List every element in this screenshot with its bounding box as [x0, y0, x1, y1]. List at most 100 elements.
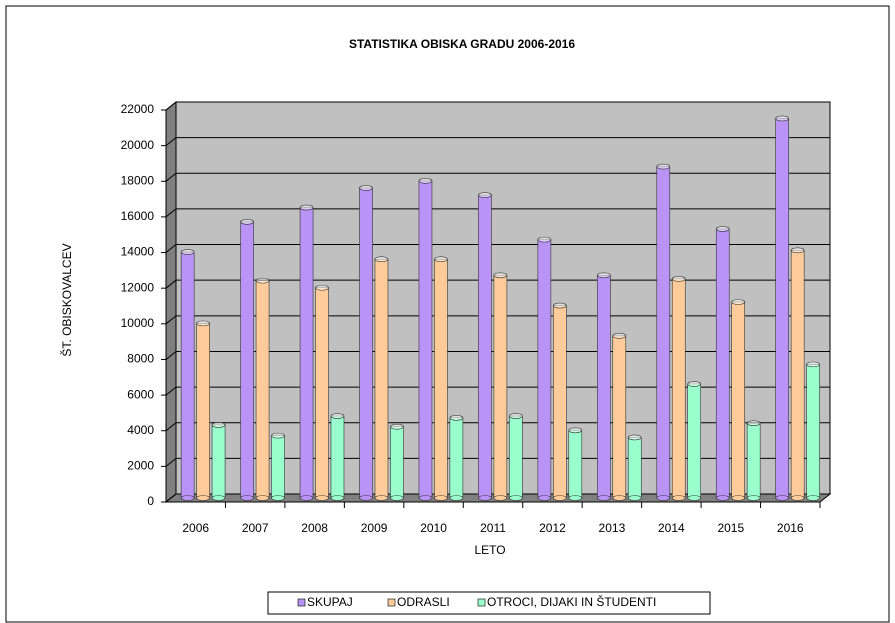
bar-top: [656, 163, 671, 170]
bar-bottom: [359, 495, 373, 501]
bar-body: [271, 435, 285, 499]
bar: [775, 115, 789, 501]
bar: [671, 276, 686, 501]
bar-bottom: [656, 495, 671, 501]
grid-line: [165, 208, 830, 218]
bar: [687, 381, 702, 501]
bar-top: [299, 204, 314, 211]
x-tick-label: 2016: [777, 521, 804, 535]
bar-body: [359, 187, 373, 499]
bar-body: [537, 239, 552, 499]
y-tick-label: 10000: [121, 316, 155, 330]
bar-bottom: [493, 495, 508, 501]
bar-top: [568, 427, 583, 434]
bar-body: [597, 274, 611, 499]
bar: [790, 247, 805, 501]
bar-bottom: [271, 495, 285, 501]
bar-top: [390, 423, 404, 430]
bar: [478, 192, 492, 501]
legend-label: ODRASLI: [397, 595, 450, 609]
bar-top: [553, 302, 567, 309]
bar-top: [330, 413, 345, 419]
bar-body: [775, 118, 789, 499]
bar: [627, 434, 642, 501]
bar: [731, 299, 745, 501]
bar-body: [299, 207, 314, 499]
bar-bottom: [627, 495, 642, 501]
bar-top: [597, 272, 611, 279]
bar-body: [330, 415, 345, 499]
bar-body: [715, 228, 730, 499]
bar: [180, 249, 195, 501]
bar-top: [627, 434, 642, 441]
bar: [746, 420, 761, 501]
x-tick-label: 2006: [182, 521, 209, 535]
bar-top: [612, 333, 627, 339]
bar: [493, 272, 508, 501]
bar-bottom: [478, 495, 492, 501]
bar-top: [418, 178, 433, 184]
bar-body: [434, 258, 448, 499]
bar-top: [731, 299, 745, 305]
bar: [612, 333, 627, 501]
bar-body: [255, 280, 270, 499]
x-tick-label: 2009: [361, 521, 388, 535]
y-tick-label: 2000: [127, 459, 154, 473]
bar: [211, 422, 226, 501]
grid-line: [165, 244, 830, 253]
y-tick-label: 18000: [121, 173, 155, 187]
bar: [568, 427, 583, 501]
bar: [537, 236, 552, 501]
bar: [240, 219, 254, 501]
legend-label: OTROCI, DIJAKI IN ŠTUDENTI: [487, 594, 656, 609]
bar-body: [687, 383, 702, 499]
x-tick-label: 2010: [420, 521, 447, 535]
bar-top: [315, 284, 329, 291]
chart-title: STATISTIKA OBISKA GRADU 2006-2016: [349, 37, 575, 51]
legend-swatch: [387, 598, 396, 607]
x-tick-label: 2012: [539, 521, 566, 535]
bar-body: [418, 180, 433, 499]
bar-bottom: [715, 495, 730, 501]
bar-bottom: [255, 495, 270, 501]
bar-bottom: [418, 495, 433, 501]
bar-top: [255, 277, 270, 284]
x-tick-label: 2015: [717, 521, 744, 535]
bar-top: [806, 361, 820, 368]
bar-bottom: [196, 495, 210, 501]
bar-body: [211, 424, 226, 499]
bar-bottom: [434, 495, 448, 501]
bar-body: [671, 278, 686, 499]
bar-top: [775, 115, 789, 122]
bar-body: [449, 417, 464, 499]
bar-bottom: [390, 495, 404, 501]
bar-bottom: [180, 495, 195, 501]
bar-bottom: [612, 495, 627, 501]
bar-body: [493, 274, 508, 499]
bar-bottom: [374, 495, 389, 501]
grid-line: [165, 315, 830, 325]
bar-bottom: [449, 495, 464, 501]
bar-top: [434, 256, 448, 263]
bar-body: [612, 335, 627, 499]
bar-top: [211, 422, 226, 428]
bar-top: [790, 247, 805, 254]
bar-top: [687, 381, 702, 387]
y-tick-label: 22000: [121, 102, 155, 116]
bar-body: [240, 221, 254, 499]
bar-bottom: [746, 495, 761, 501]
bar: [196, 320, 210, 501]
side-wall: [165, 100, 177, 504]
bar: [806, 361, 820, 501]
grid-line: [165, 386, 830, 396]
y-tick-label: 8000: [127, 352, 154, 366]
bar-body: [553, 305, 567, 499]
x-tick-label: 2007: [242, 521, 269, 535]
bar-top: [374, 256, 389, 263]
bar-top: [180, 249, 195, 255]
grid-line: [165, 172, 830, 182]
bar-top: [537, 236, 552, 243]
bar-top: [196, 320, 210, 327]
y-tick-label: 20000: [121, 138, 155, 152]
